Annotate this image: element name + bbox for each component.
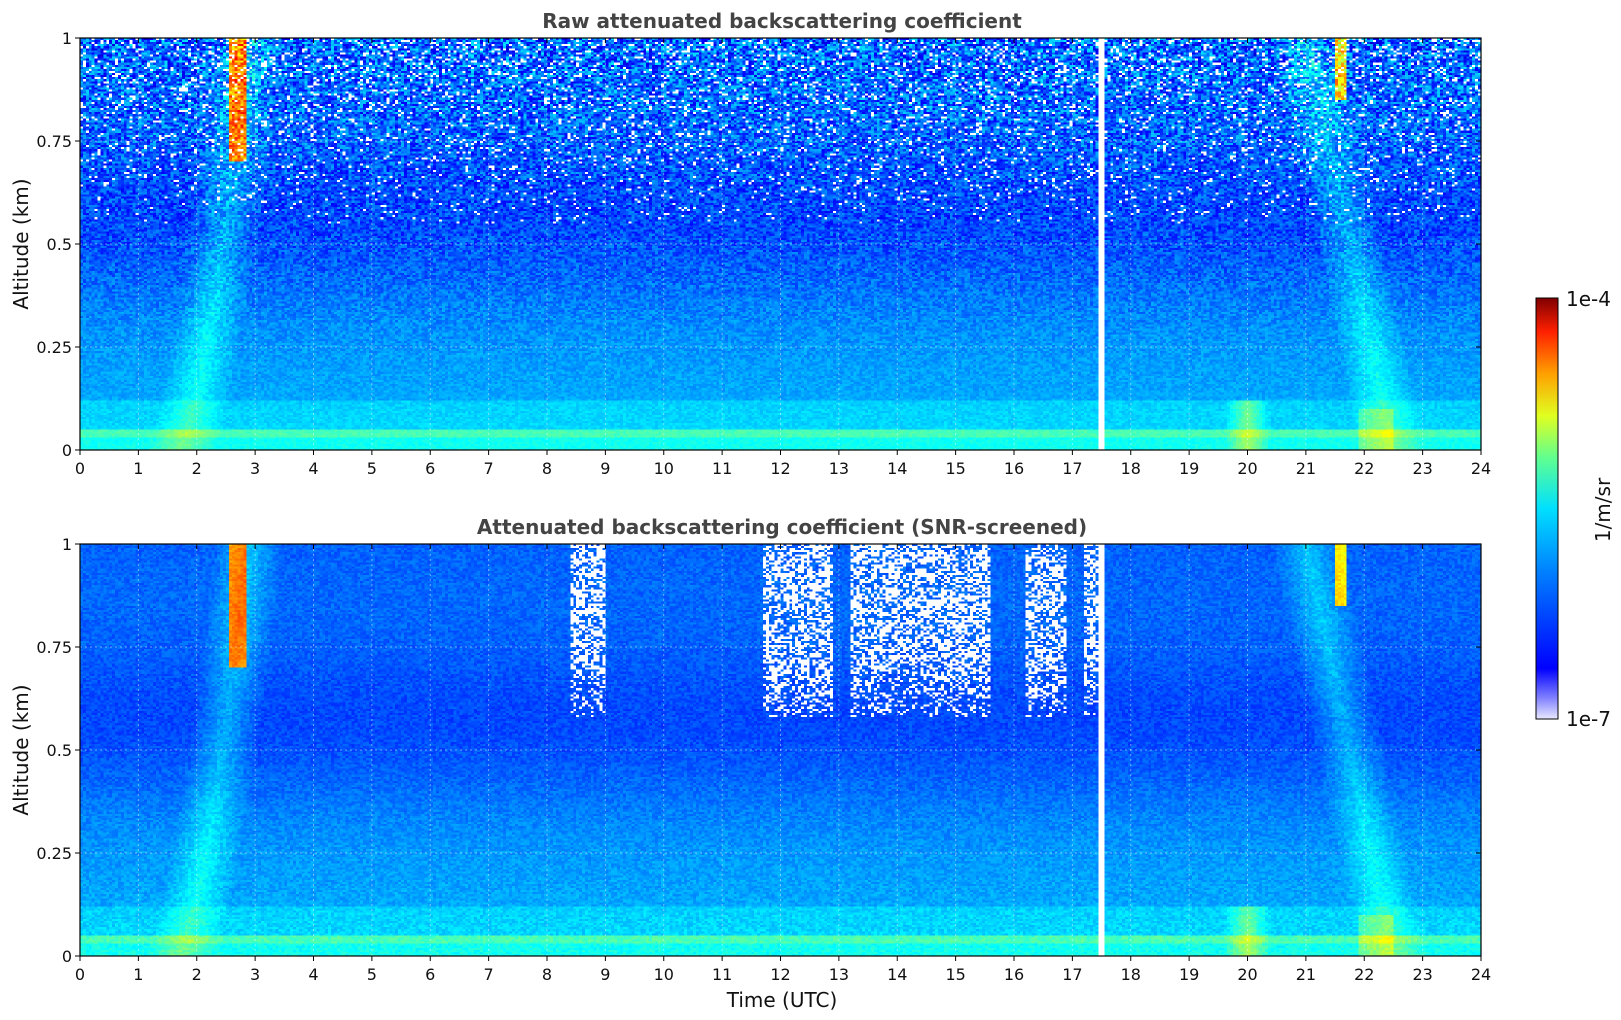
x-tick-label: 12: [770, 459, 790, 478]
y-tick-label: 0.5: [47, 741, 72, 760]
x-tick-label: 9: [600, 459, 610, 478]
x-tick-label: 5: [367, 965, 377, 984]
x-tick-label: 10: [654, 965, 674, 984]
x-axis-label: Time (UTC): [726, 988, 838, 1012]
x-tick-label: 17: [1062, 965, 1082, 984]
y-axis: 0 0.25 0.5 0.75 1: [36, 535, 1481, 966]
x-tick-label: 10: [654, 459, 674, 478]
x-tick-label: 2: [192, 459, 202, 478]
y-tick-label: 1: [62, 29, 72, 48]
y-tick-label: 0.5: [47, 235, 72, 254]
grid: [80, 38, 1481, 450]
x-tick-label: 8: [542, 459, 552, 478]
colorbar-max-label: 1e-4: [1566, 287, 1611, 311]
x-tick-label: 6: [425, 459, 435, 478]
x-tick-label: 11: [712, 459, 732, 478]
x-tick-label: 4: [308, 459, 318, 478]
y-axis-label: Altitude (km): [9, 684, 33, 815]
x-tick-label: 19: [1179, 459, 1199, 478]
x-tick-label: 20: [1237, 459, 1257, 478]
x-tick-label: 3: [250, 965, 260, 984]
heatmap-image: [80, 544, 1481, 956]
heatmap-image: [80, 38, 1481, 450]
x-tick-label: 0: [75, 459, 85, 478]
y-tick-label: 0: [62, 947, 72, 966]
y-tick-label: 0.75: [36, 638, 72, 657]
x-tick-label: 19: [1179, 965, 1199, 984]
x-tick-label: 21: [1296, 965, 1316, 984]
grid: [80, 544, 1481, 956]
panel-raw: Raw attenuated backscattering coefficien…: [9, 9, 1491, 478]
y-axis-label: Altitude (km): [9, 178, 33, 309]
x-tick-label: 22: [1354, 965, 1374, 984]
x-tick-label: 23: [1412, 965, 1432, 984]
x-tick-label: 3: [250, 459, 260, 478]
x-tick-label: 24: [1471, 459, 1491, 478]
heatmap-raster: [80, 38, 1481, 450]
x-tick-label: 15: [945, 459, 965, 478]
x-tick-label: 7: [484, 459, 494, 478]
panel-title: Raw attenuated backscattering coefficien…: [542, 9, 1022, 33]
x-tick-label: 18: [1121, 965, 1141, 984]
y-tick-label: 0.75: [36, 132, 72, 151]
x-tick-label: 20: [1237, 965, 1257, 984]
y-tick-label: 0.25: [36, 844, 72, 863]
y-tick-label: 0.25: [36, 338, 72, 357]
x-tick-label: 4: [308, 965, 318, 984]
x-tick-label: 0: [75, 965, 85, 984]
x-tick-label: 1: [133, 965, 143, 984]
x-tick-label: 13: [829, 965, 849, 984]
x-tick-label: 12: [770, 965, 790, 984]
heatmap-raster: [80, 544, 1481, 956]
x-tick-label: 22: [1354, 459, 1374, 478]
x-axis: 0 1 2 3 4 5 6 7 8 9 10 11 12 13 14 15 16 17 18 19 20 21 22 23 24: [75, 544, 1491, 984]
x-tick-label: 6: [425, 965, 435, 984]
y-tick-label: 1: [62, 535, 72, 554]
x-tick-label: 14: [887, 965, 907, 984]
x-axis: 0 1 2 3 4 5 6 7 8 9 10 11 12 13 14 15 16 17 18 19 20 21 22 23 24: [75, 38, 1491, 478]
x-tick-label: 1: [133, 459, 143, 478]
x-tick-label: 24: [1471, 965, 1491, 984]
y-tick-label: 0: [62, 441, 72, 460]
x-tick-label: 8: [542, 965, 552, 984]
x-tick-label: 18: [1121, 459, 1141, 478]
x-tick-label: 16: [1004, 459, 1024, 478]
panel-screened: Attenuated backscattering coefficient (S…: [9, 515, 1491, 1012]
x-tick-label: 5: [367, 459, 377, 478]
colorbar-scale: [1535, 297, 1559, 720]
x-tick-label: 7: [484, 965, 494, 984]
x-tick-label: 14: [887, 459, 907, 478]
colorbar: 1e-4 1e-7 1/m/sr: [1535, 287, 1615, 731]
colorbar-label: 1/m/sr: [1591, 477, 1615, 542]
x-tick-label: 13: [829, 459, 849, 478]
x-tick-label: 2: [192, 965, 202, 984]
y-axis: 0 0.25 0.5 0.75 1: [36, 29, 1481, 460]
x-tick-label: 16: [1004, 965, 1024, 984]
x-tick-label: 23: [1412, 459, 1432, 478]
x-tick-label: 21: [1296, 459, 1316, 478]
x-tick-label: 17: [1062, 459, 1082, 478]
x-tick-label: 15: [945, 965, 965, 984]
x-tick-label: 9: [600, 965, 610, 984]
x-tick-label: 11: [712, 965, 732, 984]
panel-title: Attenuated backscattering coefficient (S…: [477, 515, 1087, 539]
colorbar-min-label: 1e-7: [1566, 707, 1611, 731]
